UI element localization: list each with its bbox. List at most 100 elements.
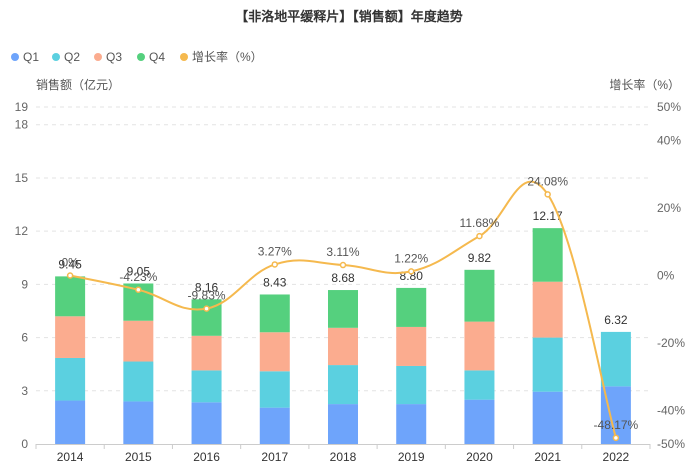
bar-segment-q4-2021[interactable] — [532, 228, 563, 282]
bar-segment-q3-2014[interactable] — [55, 316, 86, 358]
legend-label: Q2 — [64, 50, 80, 64]
growth-label: 24.08% — [527, 174, 568, 188]
bar-segment-q2-2015[interactable] — [123, 361, 154, 402]
bar-total-label: 8.16 — [195, 280, 219, 294]
bar-segment-q2-2022[interactable] — [600, 331, 631, 387]
bar-segment-q1-2020[interactable] — [464, 399, 495, 444]
bar-segment-q1-2019[interactable] — [396, 404, 427, 444]
legend-label: Q4 — [149, 50, 165, 64]
bar-segment-q3-2019[interactable] — [396, 326, 427, 366]
right-tick-label: -20% — [657, 336, 685, 350]
bar-segment-q4-2014[interactable] — [55, 276, 86, 317]
bar-segment-q2-2017[interactable] — [259, 371, 290, 408]
left-tick-label: 0 — [21, 437, 28, 451]
legend-marker — [180, 53, 188, 61]
bar-segment-q1-2018[interactable] — [328, 404, 358, 444]
legend-item[interactable]: Q1 — [11, 50, 39, 64]
bar-segment-q1-2014[interactable] — [55, 400, 86, 444]
left-tick-label: 15 — [15, 171, 29, 185]
growth-label: 3.11% — [326, 245, 359, 259]
bar-total-label: 9.45 — [58, 257, 82, 271]
growth-label: -9.83% — [188, 289, 226, 303]
growth-point[interactable] — [612, 434, 620, 442]
bar-segment-q3-2018[interactable] — [328, 327, 358, 366]
x-tick-label: 2020 — [466, 450, 493, 464]
bar-total-label: 12.17 — [533, 209, 563, 223]
legend-marker — [11, 53, 19, 61]
growth-point[interactable] — [271, 261, 279, 268]
bar-segment-q1-2015[interactable] — [123, 401, 154, 444]
bar-total-label: 6.32 — [604, 313, 628, 327]
bar-segment-q3-2017[interactable] — [259, 332, 290, 372]
growth-point[interactable] — [135, 286, 142, 294]
legend-label: Q1 — [23, 50, 39, 64]
bar-segment-q1-2016[interactable] — [191, 402, 222, 444]
x-tick-label: 2016 — [193, 450, 220, 464]
stacked-bars — [55, 228, 631, 444]
legend-item[interactable]: Q3 — [94, 50, 122, 64]
right-tick-label: -40% — [657, 403, 685, 417]
growth-label: -4.23% — [119, 270, 157, 284]
x-tick-label: 2021 — [534, 450, 561, 464]
bar-segment-q4-2020[interactable] — [464, 269, 495, 322]
legend-marker — [52, 53, 60, 61]
growth-point[interactable] — [66, 272, 74, 279]
growth-rate-series: 0% -4.23% -9.83% 3.27% 3.11% 1.22% 11.68% 24.08… — [61, 174, 639, 442]
growth-label: 0% — [61, 256, 79, 270]
bar-total-label: 8.68 — [331, 271, 355, 285]
growth-point[interactable] — [203, 305, 210, 312]
growth-point[interactable] — [407, 268, 415, 275]
x-tick-label: 2022 — [603, 450, 630, 464]
bar-segment-q2-2020[interactable] — [464, 370, 495, 400]
legend-item[interactable]: 增长率（%） — [180, 49, 263, 64]
growth-rate-line — [69, 180, 617, 439]
left-tick-label: 3 — [21, 384, 28, 398]
bar-segment-q2-2016[interactable] — [191, 370, 222, 403]
growth-point[interactable] — [544, 191, 551, 198]
bar-total-label: 8.43 — [263, 275, 287, 289]
growth-label: 3.27% — [258, 244, 292, 258]
x-tick-label: 2014 — [57, 450, 84, 464]
bar-segment-q4-2017[interactable] — [259, 294, 290, 333]
bar-segment-q4-2019[interactable] — [396, 287, 427, 327]
growth-label: 11.68% — [460, 216, 500, 230]
growth-label: -48.17% — [594, 418, 639, 432]
bar-segment-q2-2021[interactable] — [532, 337, 563, 392]
legend-item[interactable]: Q4 — [137, 50, 165, 64]
bar-segment-q3-2016[interactable] — [191, 335, 222, 371]
left-tick-label: 12 — [15, 224, 29, 238]
bar-segment-q2-2014[interactable] — [55, 357, 86, 401]
right-tick-label: 50% — [657, 100, 681, 114]
legend-item[interactable]: Q2 — [52, 50, 80, 64]
bar-segment-q4-2018[interactable] — [328, 290, 358, 328]
x-axis: 2014 2015 2016 2017 2018 2019 2020 2021 2022 — [35, 444, 651, 464]
bar-segment-q1-2021[interactable] — [532, 391, 563, 444]
growth-point[interactable] — [476, 232, 483, 240]
right-tick-label: -50% — [657, 437, 685, 451]
x-tick-label: 2019 — [398, 450, 425, 464]
left-tick-label: 18 — [15, 118, 29, 132]
growth-label: 1.22% — [394, 251, 428, 265]
bar-segment-q3-2015[interactable] — [123, 320, 154, 362]
bar-segment-q1-2017[interactable] — [259, 407, 290, 444]
bar-total-label: 9.05 — [127, 264, 151, 278]
legend-marker — [94, 53, 102, 61]
x-tick-label: 2015 — [125, 450, 152, 464]
growth-point[interactable] — [339, 261, 347, 269]
x-tick-label: 2018 — [330, 450, 357, 464]
legend-label: Q3 — [106, 50, 122, 64]
left-tick-label: 19 — [15, 100, 29, 114]
right-axis-title: 增长率（%） — [609, 77, 680, 92]
legend: Q1 Q2 Q3 Q4 增长率（%） — [11, 49, 263, 64]
bar-segment-q3-2021[interactable] — [532, 281, 563, 338]
bar-segment-q3-2020[interactable] — [464, 321, 495, 371]
right-tick-label: 0% — [657, 269, 675, 283]
bar-segment-q2-2018[interactable] — [328, 365, 358, 405]
chart-title: 【非洛地平缓释片】【销售额】年度趋势 — [235, 9, 463, 24]
left-axis-title: 销售额（亿元） — [36, 77, 120, 92]
bar-segment-q2-2019[interactable] — [396, 365, 427, 405]
legend-label: 增长率（%） — [192, 49, 263, 64]
right-axis-ticks: -50% -40% -20% 0% 20% 40% 50% — [657, 100, 685, 451]
